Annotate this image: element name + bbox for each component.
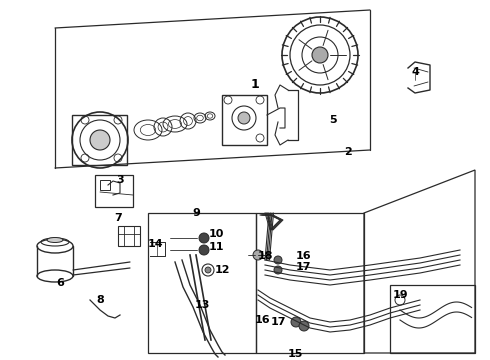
Text: 6: 6 bbox=[56, 278, 64, 288]
Bar bbox=[118, 226, 140, 246]
Text: 17: 17 bbox=[295, 262, 311, 272]
Text: 9: 9 bbox=[192, 208, 200, 218]
Bar bbox=[100, 180, 110, 190]
Circle shape bbox=[274, 256, 282, 264]
Text: 14: 14 bbox=[147, 239, 163, 249]
Bar bbox=[95, 175, 133, 207]
Circle shape bbox=[205, 267, 211, 273]
Circle shape bbox=[312, 47, 328, 63]
Text: 17: 17 bbox=[270, 317, 286, 327]
Text: 11: 11 bbox=[208, 242, 224, 252]
Text: 15: 15 bbox=[287, 349, 303, 359]
Circle shape bbox=[199, 245, 209, 255]
Text: 4: 4 bbox=[411, 67, 419, 77]
Circle shape bbox=[291, 317, 301, 327]
Text: 12: 12 bbox=[214, 265, 230, 275]
Circle shape bbox=[274, 266, 282, 274]
Text: 3: 3 bbox=[116, 175, 124, 185]
Text: 13: 13 bbox=[195, 300, 210, 310]
Text: 1: 1 bbox=[250, 78, 259, 91]
Circle shape bbox=[90, 130, 110, 150]
Bar bbox=[222, 95, 267, 145]
Text: 7: 7 bbox=[114, 213, 122, 223]
Ellipse shape bbox=[47, 238, 63, 243]
Text: 5: 5 bbox=[329, 115, 337, 125]
Text: 10: 10 bbox=[208, 229, 224, 239]
Text: 16: 16 bbox=[295, 251, 311, 261]
Bar bbox=[256, 213, 364, 353]
Circle shape bbox=[299, 321, 309, 331]
Text: 8: 8 bbox=[96, 295, 104, 305]
Text: 16: 16 bbox=[254, 315, 270, 325]
Text: 19: 19 bbox=[392, 290, 408, 300]
Text: 2: 2 bbox=[344, 147, 352, 157]
Bar bbox=[390, 285, 475, 353]
Bar bbox=[72, 115, 127, 165]
Circle shape bbox=[238, 112, 250, 124]
Circle shape bbox=[253, 250, 263, 260]
Bar bbox=[148, 213, 256, 353]
Text: 18: 18 bbox=[257, 251, 273, 261]
Circle shape bbox=[199, 233, 209, 243]
